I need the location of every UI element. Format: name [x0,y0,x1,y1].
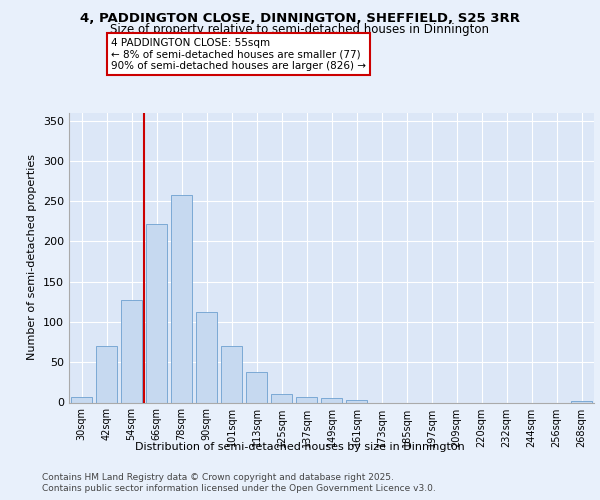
Bar [71,397,92,402]
Bar [321,398,342,402]
Y-axis label: Number of semi-detached properties: Number of semi-detached properties [28,154,37,360]
Bar [246,372,267,402]
Bar [171,196,192,402]
Text: Size of property relative to semi-detached houses in Dinnington: Size of property relative to semi-detach… [110,22,490,36]
Bar [346,400,367,402]
Bar [146,224,167,402]
Bar [271,394,292,402]
Text: 4, PADDINGTON CLOSE, DINNINGTON, SHEFFIELD, S25 3RR: 4, PADDINGTON CLOSE, DINNINGTON, SHEFFIE… [80,12,520,24]
Text: Contains HM Land Registry data © Crown copyright and database right 2025.: Contains HM Land Registry data © Crown c… [42,472,394,482]
Text: 4 PADDINGTON CLOSE: 55sqm
← 8% of semi-detached houses are smaller (77)
90% of s: 4 PADDINGTON CLOSE: 55sqm ← 8% of semi-d… [111,38,366,70]
Text: Contains public sector information licensed under the Open Government Licence v3: Contains public sector information licen… [42,484,436,493]
Bar [571,401,592,402]
Bar [296,397,317,402]
Text: Distribution of semi-detached houses by size in Dinnington: Distribution of semi-detached houses by … [135,442,465,452]
Bar [196,312,217,402]
Bar [96,346,117,403]
Bar [221,346,242,403]
Bar [121,300,142,402]
